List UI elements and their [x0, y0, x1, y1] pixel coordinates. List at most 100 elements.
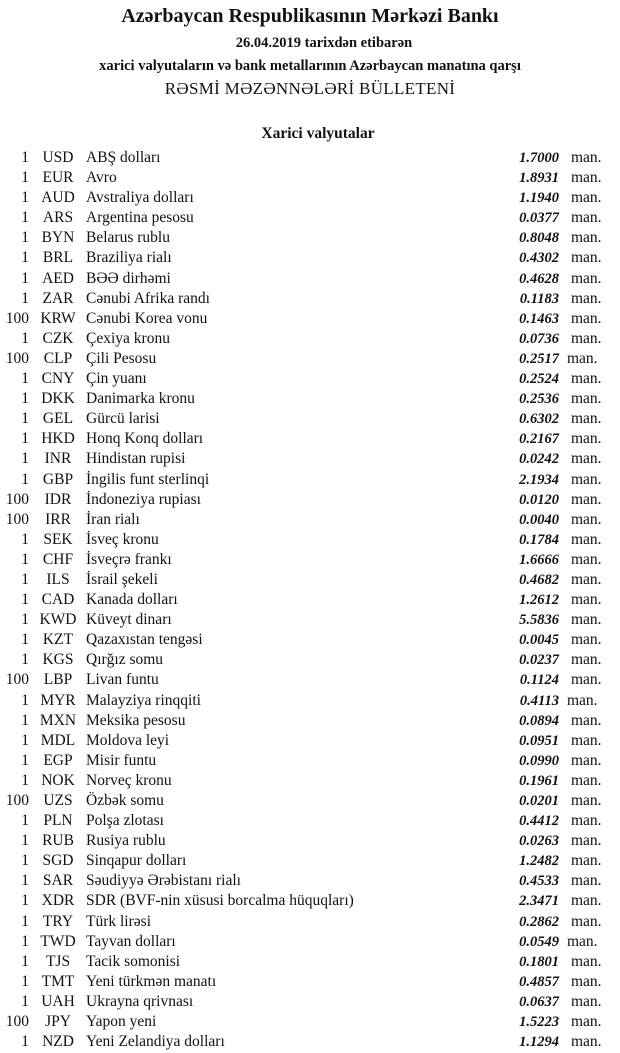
currency-unit: man.: [571, 289, 602, 307]
currency-name: Cənubi Afrika randı: [86, 289, 210, 307]
rate-row: 1 CZK Çexiya kronu 0.0736 man.: [0, 329, 620, 349]
unit-amount: 1: [21, 470, 29, 488]
rate-row: 1 CAD Kanada dolları 1.2612 man.: [0, 590, 620, 610]
currency-unit: man.: [571, 530, 602, 548]
rate-row: 1 SGD Sinqapur dolları 1.2482 man.: [0, 851, 620, 871]
currency-name: ABŞ dolları: [86, 149, 161, 166]
exchange-rate: 0.1463: [519, 310, 559, 327]
currency-unit: man.: [571, 490, 602, 508]
exchange-rate: 1.8931: [519, 170, 559, 187]
rate-row: 1 USD ABŞ dolları 1.7000 man.: [0, 148, 620, 168]
unit-amount: 1: [21, 832, 29, 850]
currency-name: Honq Konq dolları: [86, 430, 204, 448]
unit-amount: 100: [5, 510, 29, 528]
currency-name: Çili Pesosu: [86, 349, 157, 367]
currency-unit: man.: [571, 390, 602, 408]
unit-amount: 1: [21, 812, 29, 830]
currency-name: Misir funtu: [86, 751, 157, 769]
rate-row: 1 TRY Türk lirəsi 0.2862 man.: [0, 912, 620, 932]
unit-amount: 1: [21, 611, 29, 629]
currency-unit: man.: [571, 671, 602, 689]
exchange-rate: 5.5836: [519, 612, 559, 629]
unit-amount: 1: [21, 209, 29, 227]
currency-name: SDR (BVF-nin xüsusi borcalma hüquqları): [86, 892, 354, 910]
exchange-rate: 0.0549: [519, 933, 559, 950]
unit-amount: 1: [21, 771, 29, 789]
currency-code: JPY: [45, 1013, 71, 1031]
currency-name: Yapon yeni: [86, 1013, 157, 1031]
currency-unit: man.: [567, 691, 598, 709]
currency-unit: man.: [571, 751, 602, 769]
currency-unit: man.: [567, 932, 598, 950]
unit-amount: 1: [21, 530, 29, 548]
rate-row: 100 JPY Yapon yeni 1.5223 man.: [0, 1012, 620, 1032]
unit-amount: 1: [21, 189, 29, 207]
currency-code: TWD: [40, 932, 76, 950]
currency-code: CAD: [41, 591, 75, 609]
exchange-rate: 0.1124: [519, 672, 559, 689]
currency-name: Kanada dolları: [86, 591, 178, 609]
currency-code: IRR: [45, 510, 71, 528]
exchange-rate: 0.0894: [519, 712, 559, 729]
currency-unit: man.: [571, 792, 602, 809]
currency-name: Türk lirəsi: [86, 912, 151, 930]
unit-amount: 1: [21, 370, 29, 388]
currency-unit: man.: [571, 651, 602, 669]
exchange-rate: 0.0045: [519, 632, 559, 649]
exchange-rate: 2.1934: [519, 471, 559, 488]
currency-name: BƏƏ dirhəmi: [86, 269, 171, 287]
rate-row: 1 KGS Qırğız somu 0.0237 man.: [0, 650, 620, 670]
currency-code: HKD: [41, 430, 75, 448]
currency-code: TJS: [45, 952, 71, 970]
currency-name: Səudiyyə Ərəbistanı rialı: [86, 872, 241, 890]
currency-name: Çin yuanı: [86, 370, 147, 388]
unit-amount: 1: [21, 691, 29, 709]
currency-name: Qazaxıstan tengəsi: [86, 631, 203, 649]
exchange-rate: 0.2517: [519, 350, 559, 367]
exchange-rate: 0.0201: [519, 793, 559, 809]
currency-unit: man.: [571, 591, 602, 609]
currency-unit: man.: [571, 711, 602, 729]
unit-amount: 1: [21, 992, 29, 1010]
section-title: Xarici valyutalar: [261, 125, 375, 142]
currency-name: Polşa zlotası: [86, 812, 164, 830]
exchange-rate: 0.0040: [519, 511, 559, 528]
currency-code: CLP: [43, 349, 73, 367]
unit-amount: 1: [21, 591, 29, 609]
rate-row: 1 TWD Tayvan dolları 0.0549 man.: [0, 932, 620, 952]
currency-name: Livan funtu: [86, 671, 159, 689]
currency-code: ARS: [42, 209, 74, 227]
unit-amount: 1: [21, 651, 29, 669]
exchange-rate: 0.6302: [519, 411, 559, 428]
exchange-rate: 1.6666: [519, 551, 559, 568]
currency-code: NZD: [42, 1033, 74, 1051]
exchange-rate: 0.4412: [519, 813, 559, 830]
unit-amount: 1: [21, 329, 29, 347]
rate-row: 1 CNY Çin yuanı 0.2524 man.: [0, 369, 620, 389]
currency-name: İngilis funt sterlinqi: [86, 470, 210, 488]
currency-code: XDR: [41, 892, 75, 910]
rate-row: 1 AED BƏƏ dirhəmi 0.4628 man.: [0, 269, 620, 289]
rate-row: 1 MYR Malayziya rinqqiti 0.4113 man.: [0, 691, 620, 711]
exchange-rate: 0.0637: [519, 993, 559, 1010]
currency-name: İndoneziya rupiası: [86, 490, 201, 508]
exchange-rate: 0.2862: [519, 913, 559, 930]
rate-row: 100 UZS Özbək somu 0.0201 man.: [0, 791, 620, 811]
rate-row: 1 GEL Gürcü larisi 0.6302 man.: [0, 409, 620, 429]
exchange-rate: 0.4113: [519, 692, 559, 709]
effective-date: 26.04.2019 tarixdən etibarən: [235, 35, 413, 51]
unit-amount: 1: [21, 410, 29, 428]
rate-row: 100 CLP Çili Pesosu 0.2517 man.: [0, 349, 620, 369]
currency-unit: man.: [571, 189, 602, 207]
currency-name: Danimarka kronu: [86, 390, 195, 408]
exchange-rate: 0.1784: [519, 531, 559, 548]
rate-row: 100 KRW Cənubi Korea vonu 0.1463 man.: [0, 309, 620, 329]
exchange-rate: 0.2536: [519, 391, 559, 408]
currency-name: Rusiya rublu: [86, 832, 166, 850]
currency-code: CHF: [42, 550, 74, 568]
currency-name: Belarus rublu: [86, 229, 170, 247]
rate-row: 1 KZT Qazaxıstan tengəsi 0.0045 man.: [0, 630, 620, 650]
rate-row: 1 DKK Danimarka kronu 0.2536 man.: [0, 389, 620, 409]
currency-name: Yeni Zelandiya dolları: [86, 1033, 225, 1051]
rate-row: 100 LBP Livan funtu 0.1124 man.: [0, 670, 620, 690]
